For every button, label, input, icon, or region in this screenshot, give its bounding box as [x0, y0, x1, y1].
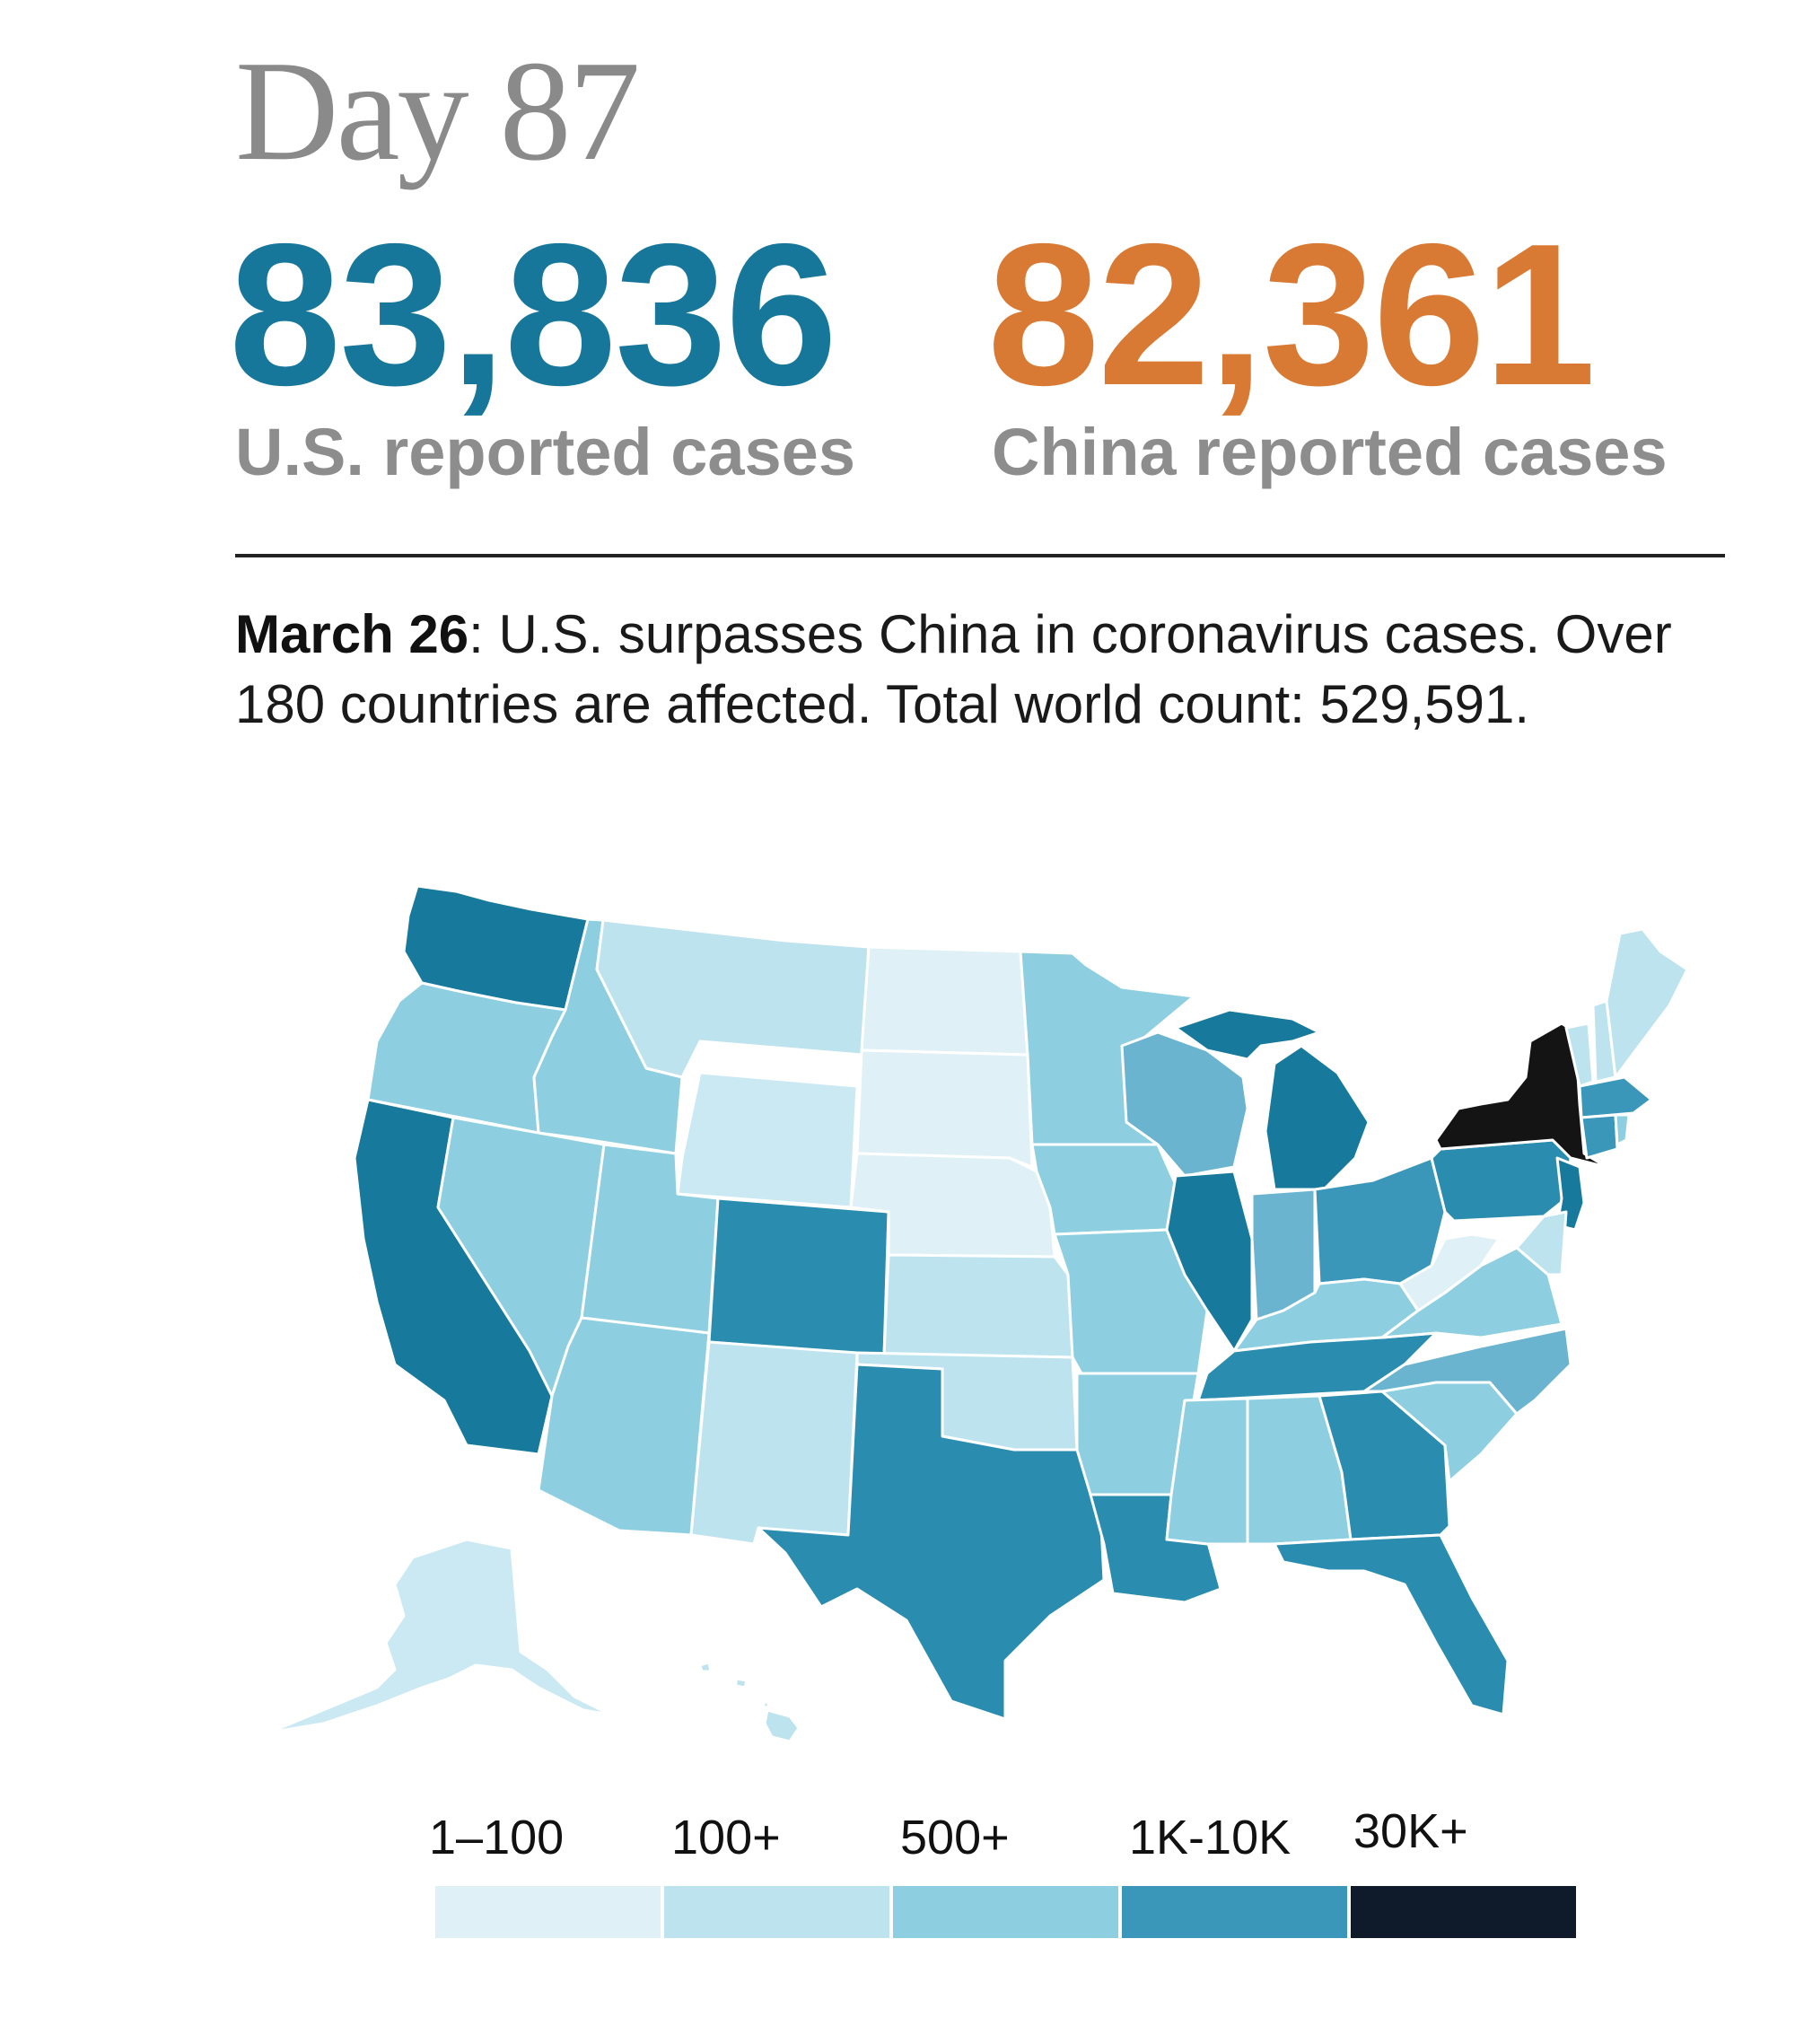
- state-colorado: [707, 1197, 890, 1357]
- state-massachusetts: [1578, 1075, 1653, 1119]
- description: March 26: U.S. surpasses China in corona…: [235, 600, 1743, 740]
- day-label: Day 87: [235, 31, 641, 190]
- state-alaska: [267, 1538, 612, 1734]
- state-hawaii: [698, 1661, 801, 1741]
- state-wisconsin: [1120, 1031, 1249, 1178]
- state-north-dakota: [860, 945, 1029, 1057]
- state-connecticut: [1580, 1113, 1619, 1160]
- state-maine: [1605, 927, 1689, 1079]
- legend-label-500: 500+: [900, 1811, 1010, 1864]
- legend-label-1k-10k: 1K-10K: [1129, 1811, 1292, 1864]
- legend-label-1-100: 1–100: [429, 1811, 565, 1864]
- us-state-map: [267, 884, 1689, 1741]
- state-texas: [757, 1363, 1106, 1721]
- china-case-label: China reported cases: [992, 415, 1668, 489]
- state-michigan: [1174, 1008, 1370, 1191]
- state-rhode-island: [1614, 1113, 1631, 1146]
- state-new-mexico: [689, 1340, 859, 1546]
- description-text: : U.S. surpasses China in coronavirus ca…: [235, 604, 1672, 734]
- state-iowa: [1030, 1143, 1178, 1236]
- state-wyoming: [676, 1071, 859, 1209]
- state-vermont: [1564, 1022, 1595, 1088]
- legend-swatch-100: [664, 1886, 889, 1938]
- legend-swatch-1k-10k: [1122, 1886, 1347, 1938]
- legend-swatch-500: [893, 1886, 1118, 1938]
- us-case-count: 83,836: [229, 201, 837, 427]
- state-pennsylvania: [1430, 1138, 1572, 1223]
- legend-swatch-1-100: [435, 1886, 661, 1938]
- state-west-virginia: [1398, 1233, 1501, 1312]
- state-maryland: [1515, 1210, 1568, 1276]
- legend-label-100: 100+: [671, 1811, 781, 1864]
- state-kansas: [882, 1253, 1074, 1359]
- divider: [235, 554, 1725, 557]
- description-date: March 26: [235, 604, 469, 664]
- state-florida: [1273, 1533, 1510, 1716]
- us-case-label: U.S. reported cases: [235, 415, 855, 489]
- legend-label-30k: 30K+: [1353, 1804, 1468, 1858]
- legend-swatch-30k: [1351, 1886, 1576, 1938]
- state-montana: [595, 918, 871, 1079]
- china-case-count: 82,361: [987, 201, 1596, 427]
- state-south-dakota: [855, 1048, 1034, 1169]
- state-north-carolina: [1362, 1327, 1572, 1416]
